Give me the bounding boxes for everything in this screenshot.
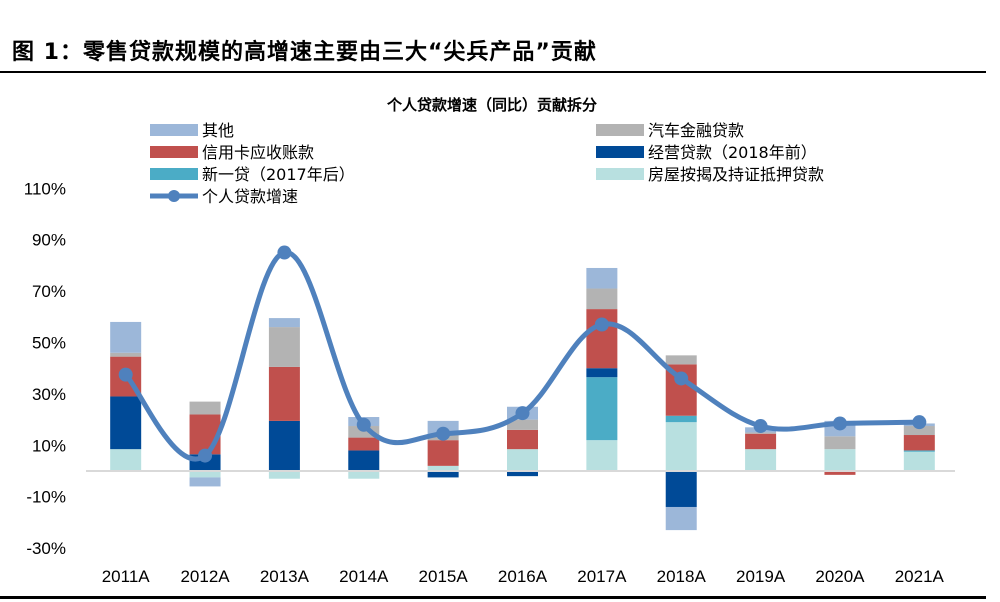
- bar-segment-2016A-2: [507, 471, 538, 477]
- growth-point-2018A: [674, 371, 689, 386]
- bar-segment-2018A-4: [665, 355, 697, 365]
- bar-segment-2013A-4: [268, 327, 300, 367]
- bar-segment-2015A-2: [427, 471, 459, 478]
- bar-segment-2019A-0: [745, 449, 777, 471]
- bar-segment-2017A-2: [586, 368, 618, 378]
- growth-point-2021A: [912, 415, 927, 430]
- bar-segment-2011A-2: [110, 396, 142, 450]
- bar-segment-2013A-2: [268, 420, 300, 471]
- x-tick-label: 2013A: [260, 567, 310, 586]
- y-tick-label: 50%: [32, 334, 66, 353]
- bar-segment-2012A-0: [189, 471, 221, 478]
- growth-point-2017A: [594, 317, 609, 332]
- bar-segment-2013A-0: [268, 471, 300, 479]
- bar-segment-2018A-0: [665, 422, 697, 471]
- top-rule: [0, 71, 986, 73]
- y-tick-label: 10%: [32, 436, 66, 455]
- growth-line: [118, 245, 927, 463]
- bar-segment-2011A-4: [110, 352, 142, 357]
- legend-swatch: [150, 146, 198, 158]
- bar-segment-2012A-3: [189, 414, 221, 455]
- bar-segment-2014A-4: [348, 426, 380, 438]
- legend-label: 新一贷（2017年后）: [202, 165, 355, 184]
- x-tick-label: 2015A: [419, 567, 469, 586]
- bar-segment-2018A-5: [665, 506, 697, 531]
- bar-segment-2011A-5: [110, 321, 142, 353]
- growth-point-2020A: [832, 416, 847, 431]
- bar-segment-2019A-3: [745, 433, 777, 450]
- bar-segment-2014A-0: [348, 471, 380, 479]
- bar-segment-2020A-4: [824, 436, 856, 450]
- growth-point-2011A: [118, 367, 133, 382]
- bar-segment-2017A-5: [586, 267, 618, 289]
- x-tick-label: 2018A: [657, 567, 707, 586]
- x-tick-label: 2017A: [577, 567, 627, 586]
- bar-segment-2021A-0: [903, 451, 935, 471]
- legend-swatch-marker: [168, 190, 180, 202]
- bar-segment-2017A-0: [586, 440, 618, 471]
- x-axis: 2011A 2012A 2013A 2014A 2015A 2016A 2017A 2018A…: [102, 567, 945, 586]
- legend-swatch: [596, 168, 644, 180]
- growth-point-2016A: [515, 406, 530, 421]
- bar-segment-2021A-1: [903, 450, 935, 452]
- bar-segment-2011A-0: [110, 449, 142, 471]
- bar-segment-2015A-0: [427, 465, 459, 471]
- y-tick-label: 110%: [24, 179, 66, 198]
- bar-segment-2012A-5: [189, 477, 221, 487]
- bar-segment-2020A-0: [824, 449, 856, 471]
- bar-segment-2016A-0: [507, 449, 538, 471]
- figure-title: 图 1：零售贷款规模的高增速主要由三大“尖兵产品”贡献: [12, 40, 597, 65]
- x-tick-label: 2020A: [815, 567, 865, 586]
- bar-segment-2019A-4: [745, 432, 777, 434]
- bar-segment-2015A-3: [427, 440, 459, 466]
- bar-segment-2018A-2: [665, 471, 697, 507]
- bar-segment-2021A-4: [903, 426, 935, 436]
- bars: [110, 267, 935, 531]
- bar-segment-2020A-3: [824, 471, 856, 475]
- y-tick-label: 90%: [32, 231, 66, 250]
- x-tick-label: 2016A: [498, 567, 548, 586]
- legend-swatch: [596, 146, 644, 158]
- bar-segment-2014A-3: [348, 437, 380, 451]
- bar-segment-2018A-1: [665, 415, 697, 423]
- bar-segment-2016A-4: [507, 419, 538, 430]
- x-tick-label: 2021A: [895, 567, 945, 586]
- legend-label: 个人贷款增速: [202, 187, 298, 206]
- legend-label: 信用卡应收账款: [202, 143, 314, 162]
- x-tick-label: 2011A: [102, 567, 151, 586]
- chart-title: 个人贷款增速（同比）贡献拆分: [386, 96, 597, 114]
- legend-label: 汽车金融贷款: [648, 121, 744, 140]
- legend-swatch: [150, 124, 198, 136]
- y-tick-label: -10%: [26, 488, 66, 507]
- bar-segment-2013A-3: [268, 366, 300, 421]
- y-axis: -30% -10% 10% 30% 50% 70% 90% 110%: [24, 179, 66, 558]
- growth-point-2013A: [277, 245, 292, 260]
- bar-segment-2012A-4: [189, 401, 221, 415]
- legend-label: 经营贷款（2018年前）: [648, 143, 817, 162]
- bar-segment-2017A-1: [586, 377, 618, 441]
- growth-point-2012A: [198, 448, 213, 463]
- bar-segment-2013A-5: [268, 318, 300, 328]
- bar-segment-2014A-2: [348, 450, 380, 471]
- bottom-rule: [0, 596, 986, 599]
- bar-segment-2016A-3: [507, 429, 538, 450]
- x-tick-label: 2012A: [180, 567, 230, 586]
- y-tick-label: -30%: [26, 539, 66, 558]
- bar-segment-2017A-4: [586, 288, 618, 310]
- y-tick-label: 30%: [32, 385, 66, 404]
- legend-swatch: [596, 124, 644, 136]
- growth-point-2014A: [356, 417, 371, 432]
- x-tick-label: 2019A: [736, 567, 786, 586]
- legend-label: 房屋按揭及持证抵押贷款: [648, 165, 824, 184]
- legend-label: 其他: [202, 121, 234, 140]
- legend-swatch: [150, 168, 198, 180]
- bar-segment-2021A-3: [903, 435, 935, 451]
- growth-point-2019A: [753, 419, 768, 434]
- growth-point-2015A: [436, 426, 451, 441]
- x-tick-label: 2014A: [339, 567, 389, 586]
- y-tick-label: 70%: [32, 282, 66, 301]
